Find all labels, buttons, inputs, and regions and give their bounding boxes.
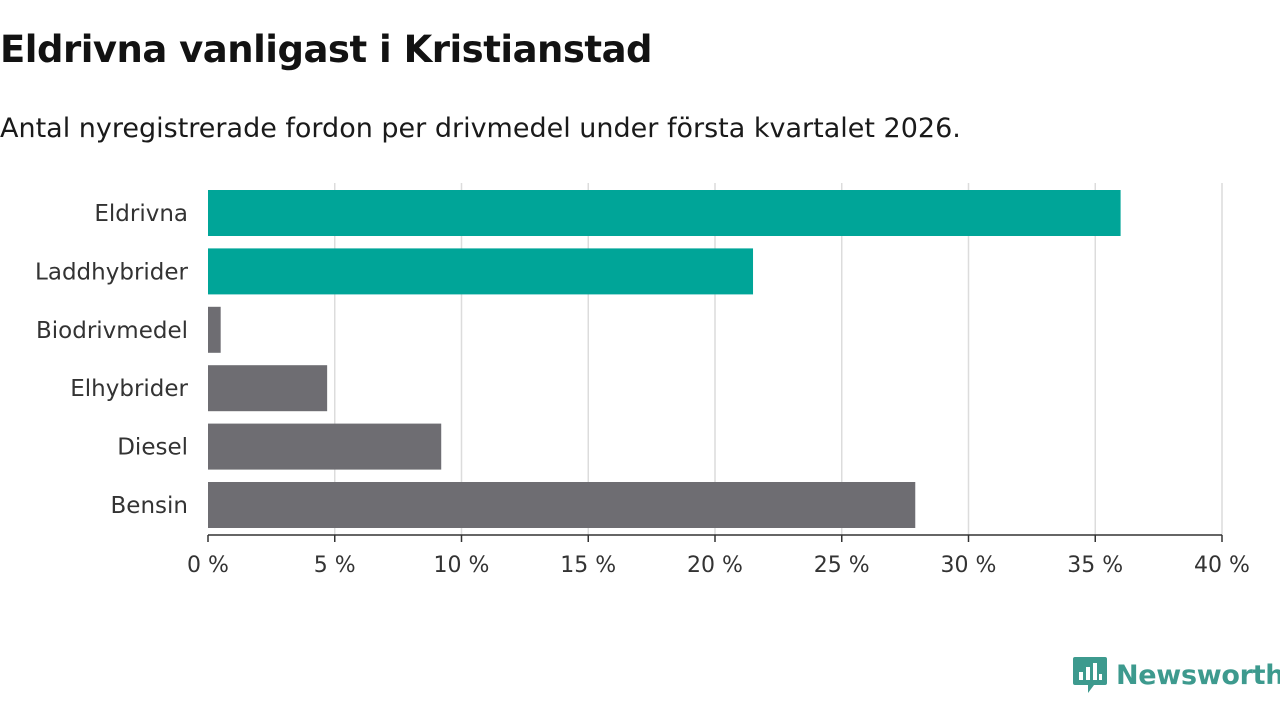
newsworthy-logo-icon <box>1073 657 1107 693</box>
bar-diesel <box>208 423 442 470</box>
bar-laddhybrider <box>208 248 754 295</box>
bar-eldrivna <box>208 190 1121 236</box>
x-tick-label: 20 % <box>687 553 743 578</box>
category-label: Biodrivmedel <box>36 318 188 344</box>
chart-subtitle: Antal nyregistrerade fordon per drivmede… <box>0 113 961 144</box>
newsworthy-logo: Newsworthy <box>1072 655 1280 695</box>
category-label: Eldrivna <box>94 201 188 227</box>
category-label: Elhybrider <box>70 376 188 402</box>
x-tick-label: 30 % <box>941 553 997 578</box>
gridlines <box>334 183 1223 535</box>
bar-elhybrider <box>208 365 328 412</box>
x-tick-label: 15 % <box>560 553 616 578</box>
x-tick-label: 40 % <box>1194 553 1250 578</box>
x-axis: 0 % 5 % 10 % 15 % 20 % 25 % 30 % 35 % 40 % <box>187 534 1250 578</box>
brand-name: Newsworthy <box>1116 659 1280 691</box>
category-labels: Eldrivna Laddhybrider Biodrivmedel Elhybrid… <box>35 201 188 519</box>
bar-biodrivmedel <box>208 306 221 353</box>
x-tick-label: 5 % <box>314 553 356 578</box>
x-tick-label: 10 % <box>434 553 490 578</box>
x-tick-label: 0 % <box>187 553 229 578</box>
bar-bensin <box>208 482 916 528</box>
category-label: Bensin <box>111 493 188 519</box>
bars <box>208 190 1121 528</box>
category-label: Diesel <box>117 435 188 461</box>
chart-title: Eldrivna vanligast i Kristianstad <box>0 28 653 71</box>
x-tick-label: 35 % <box>1067 553 1123 578</box>
category-label: Laddhybrider <box>35 259 188 285</box>
x-tick-label: 25 % <box>814 553 870 578</box>
